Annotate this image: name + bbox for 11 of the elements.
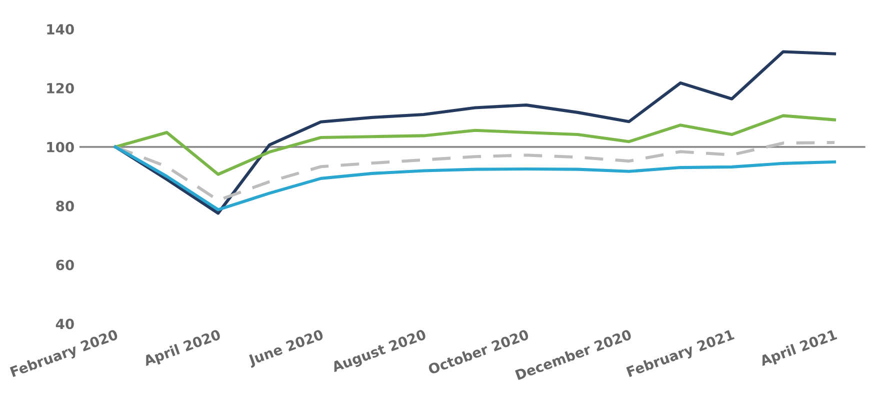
line-series xyxy=(114,145,836,212)
x-tick-label: April 2021 xyxy=(758,328,838,369)
y-tick-label: 100 xyxy=(47,142,74,152)
y-tick-label: 140 xyxy=(47,24,74,35)
y-tick-label: 60 xyxy=(56,260,74,270)
y-tick-label: 40 xyxy=(56,318,74,330)
y-tick-label: 120 xyxy=(47,82,74,94)
x-tick-label: June 2020 xyxy=(247,329,325,368)
x-tick-label: April 2020 xyxy=(142,328,222,369)
line-series xyxy=(114,114,836,176)
y-tick-label: 80 xyxy=(56,200,74,212)
